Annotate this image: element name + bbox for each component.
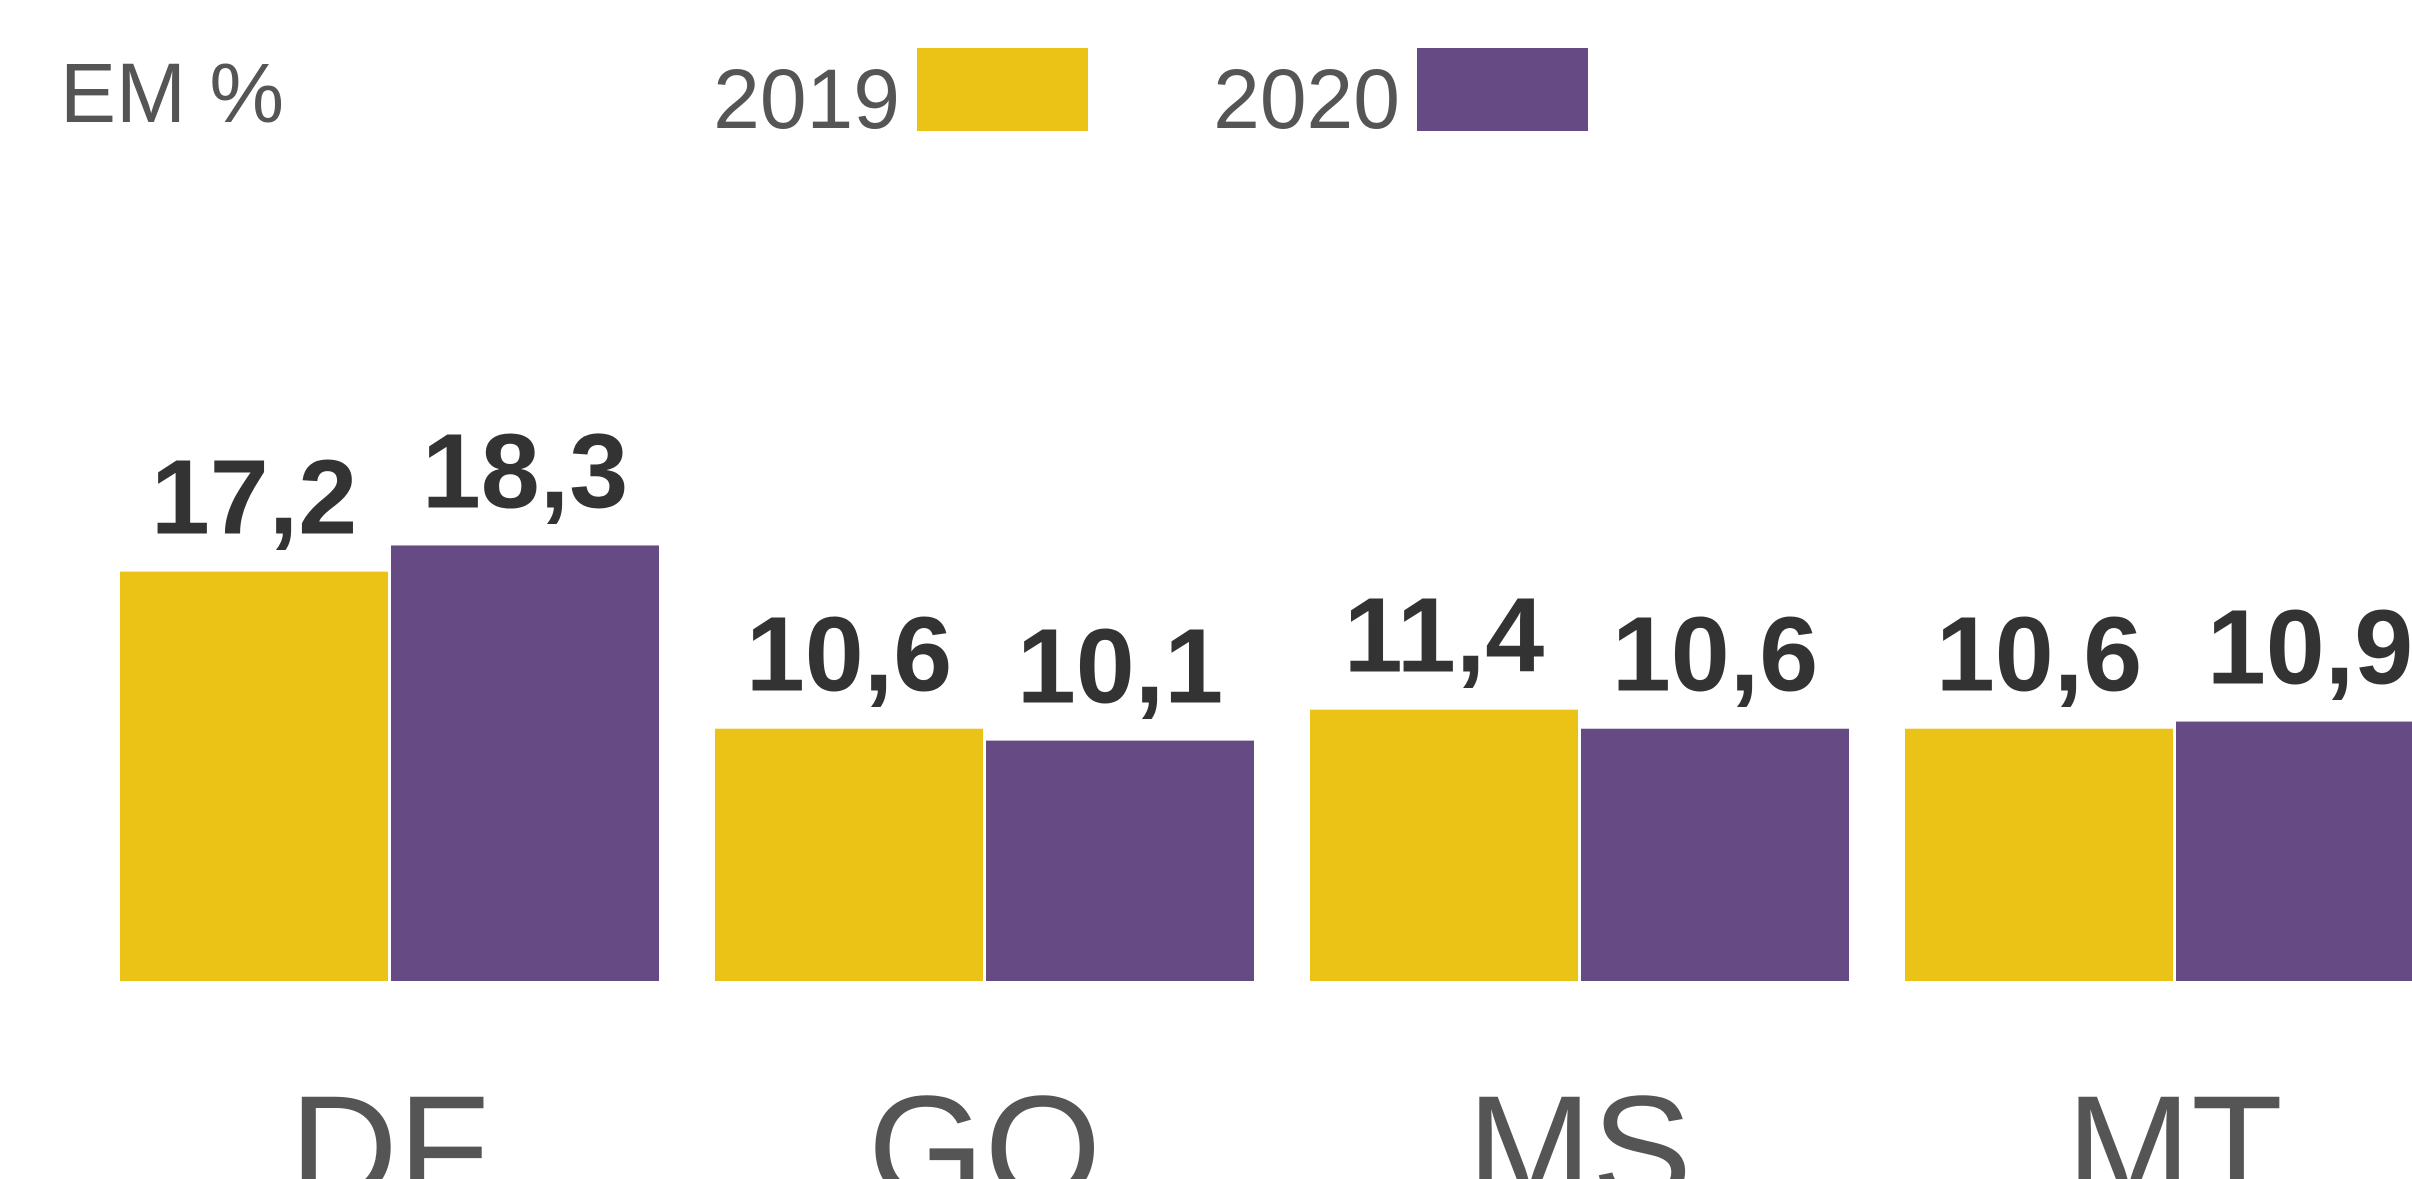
bar bbox=[1310, 709, 1578, 981]
value-label: 10,9 bbox=[2207, 589, 2412, 707]
legend-label: 2019 bbox=[713, 52, 900, 146]
value-label: 10,1 bbox=[1017, 608, 1223, 726]
bar bbox=[2176, 721, 2412, 981]
value-label: 11,4 bbox=[1344, 577, 1545, 695]
bar bbox=[120, 571, 388, 981]
bar bbox=[986, 740, 1254, 981]
x-tick-label: MS bbox=[1467, 1064, 1692, 1179]
x-tick-label: MT bbox=[2066, 1064, 2283, 1179]
value-label: 17,2 bbox=[151, 439, 357, 557]
chart-title: EM % bbox=[60, 46, 284, 140]
legend-swatch bbox=[917, 48, 1088, 131]
value-label: 10,6 bbox=[1612, 596, 1818, 714]
value-label: 10,6 bbox=[746, 596, 952, 714]
legend-swatch bbox=[1417, 48, 1588, 131]
x-tick-label: GO bbox=[868, 1064, 1101, 1179]
bar bbox=[391, 545, 659, 981]
bar bbox=[1581, 728, 1849, 981]
x-tick-label: DF bbox=[290, 1064, 490, 1179]
legend-label: 2020 bbox=[1213, 52, 1400, 146]
bar bbox=[715, 728, 983, 981]
bar bbox=[1905, 728, 2173, 981]
value-label: 10,6 bbox=[1936, 596, 2142, 714]
value-label: 18,3 bbox=[422, 412, 628, 530]
